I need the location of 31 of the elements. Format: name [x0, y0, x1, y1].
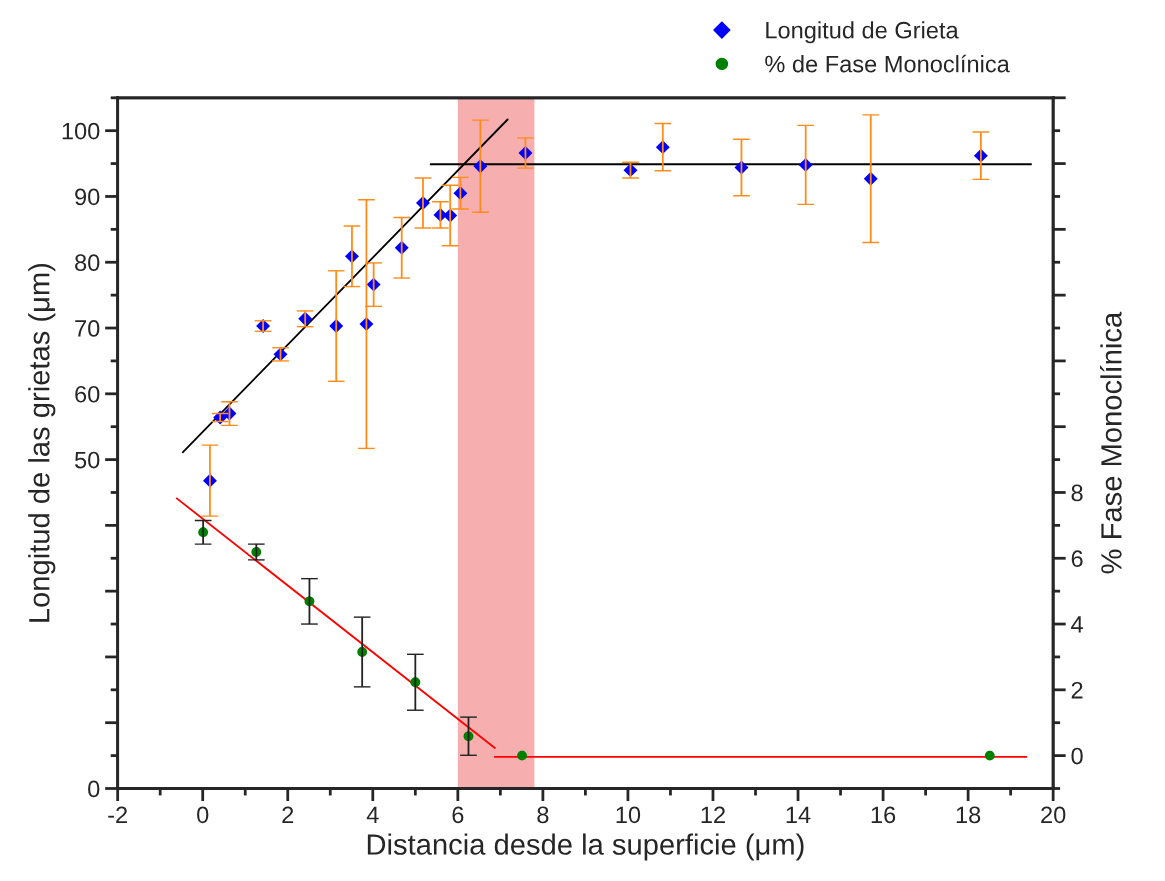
y-tick-label: 100 [62, 122, 100, 140]
y2-tick-label: 2 [1071, 681, 1083, 699]
y2-tick-label: 0 [1071, 747, 1083, 765]
y2-tick-label: 8 [1071, 484, 1083, 502]
y-tick-label: 70 [75, 320, 100, 337]
x-tick-label: 14 [786, 806, 811, 823]
y-axis-title: Longitud de las grietas (μm) [28, 263, 56, 622]
x-tick-label: 6 [452, 806, 464, 824]
point [984, 750, 995, 761]
y-tick-label: 60 [75, 385, 100, 403]
x-tick-label: 0 [197, 806, 209, 824]
x-tick-label: 4 [366, 806, 379, 823]
x-tick-label: 10 [616, 806, 641, 824]
x-tick-label: -2 [108, 806, 127, 823]
x-tick-label: 8 [537, 806, 549, 824]
x-axis-title: Distancia desde la superficie (μm) [367, 833, 804, 861]
legend-label: % de Fase Monoclínica [765, 54, 1010, 73]
x-tick-label: 18 [956, 806, 981, 824]
y-tick-label: 80 [75, 254, 100, 272]
legend-label: Longitud de Grieta [766, 21, 959, 44]
x-tick-label: 16 [871, 806, 896, 824]
y-tick-label: 90 [75, 188, 100, 206]
x-tick-label: 2 [282, 806, 294, 823]
y-tick-label: 0 [88, 780, 100, 798]
x-tick-label: 20 [1041, 806, 1066, 824]
y2-tick-label: 6 [1071, 550, 1083, 568]
y-tick-label: 50 [74, 451, 100, 469]
y2-tick-label: 4 [1071, 616, 1083, 633]
x-tick-label: 12 [701, 806, 725, 823]
point [517, 750, 527, 761]
y2-axis-title: % Fase Monoclínica [1099, 311, 1122, 574]
